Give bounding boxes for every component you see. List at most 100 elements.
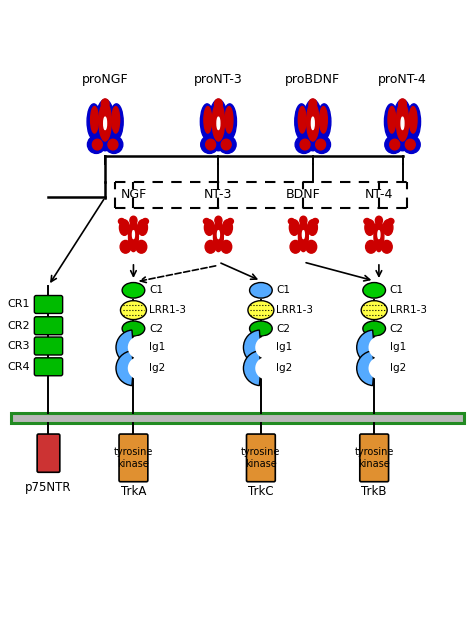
Ellipse shape (128, 220, 138, 252)
Ellipse shape (319, 107, 328, 133)
Ellipse shape (308, 220, 318, 236)
Ellipse shape (409, 107, 417, 133)
Ellipse shape (250, 282, 272, 298)
Ellipse shape (87, 104, 100, 139)
Ellipse shape (204, 107, 212, 133)
Ellipse shape (87, 135, 105, 153)
Ellipse shape (363, 282, 385, 298)
Ellipse shape (402, 135, 420, 153)
Text: C2: C2 (276, 324, 291, 334)
Ellipse shape (298, 107, 306, 133)
Ellipse shape (250, 321, 272, 336)
Ellipse shape (215, 216, 222, 225)
Text: C1: C1 (276, 285, 291, 295)
Ellipse shape (221, 139, 231, 150)
Text: LRR1-3: LRR1-3 (149, 305, 186, 315)
Text: tyrosine
kinase: tyrosine kinase (355, 447, 394, 469)
Text: p75NTR: p75NTR (25, 482, 72, 494)
Ellipse shape (374, 220, 384, 252)
Ellipse shape (375, 216, 383, 225)
Ellipse shape (222, 220, 232, 236)
Text: Ig2: Ig2 (390, 363, 406, 373)
Text: NGF: NGF (120, 187, 146, 201)
Text: Ig2: Ig2 (276, 363, 293, 373)
Ellipse shape (318, 104, 331, 139)
Ellipse shape (393, 100, 412, 151)
Ellipse shape (388, 218, 394, 224)
Ellipse shape (311, 117, 314, 130)
Ellipse shape (405, 139, 415, 150)
Ellipse shape (112, 107, 119, 133)
FancyBboxPatch shape (119, 434, 148, 482)
Ellipse shape (288, 218, 295, 224)
Ellipse shape (99, 102, 111, 141)
Wedge shape (368, 336, 380, 359)
Text: C1: C1 (390, 285, 404, 295)
Ellipse shape (136, 240, 147, 253)
Text: CR4: CR4 (7, 362, 29, 372)
Ellipse shape (120, 300, 146, 320)
Text: LRR1-3: LRR1-3 (276, 305, 313, 315)
Ellipse shape (104, 117, 107, 130)
Ellipse shape (206, 139, 216, 150)
Text: C1: C1 (149, 285, 163, 295)
Wedge shape (244, 330, 261, 365)
FancyBboxPatch shape (360, 434, 389, 482)
Ellipse shape (363, 321, 385, 336)
Ellipse shape (137, 220, 147, 236)
Ellipse shape (388, 107, 396, 133)
Ellipse shape (217, 117, 220, 130)
Ellipse shape (302, 230, 304, 239)
Ellipse shape (213, 220, 223, 252)
Wedge shape (128, 336, 139, 359)
Text: C2: C2 (149, 324, 163, 334)
Wedge shape (116, 330, 134, 365)
Ellipse shape (307, 102, 319, 141)
Ellipse shape (108, 139, 118, 150)
Text: TrkA: TrkA (121, 485, 146, 498)
Ellipse shape (295, 135, 313, 153)
Ellipse shape (365, 240, 376, 253)
Ellipse shape (201, 104, 214, 139)
Ellipse shape (205, 240, 216, 253)
Ellipse shape (313, 135, 330, 153)
Ellipse shape (223, 104, 237, 139)
Ellipse shape (119, 220, 129, 236)
Ellipse shape (396, 102, 409, 141)
Ellipse shape (385, 135, 402, 153)
Ellipse shape (209, 100, 228, 151)
Wedge shape (116, 351, 134, 386)
Ellipse shape (290, 240, 301, 253)
Text: CR1: CR1 (7, 299, 29, 309)
Text: CR2: CR2 (7, 321, 29, 331)
Ellipse shape (300, 139, 310, 150)
Text: proNT-3: proNT-3 (194, 73, 243, 87)
Text: LRR1-3: LRR1-3 (390, 305, 427, 315)
Ellipse shape (212, 102, 225, 141)
Ellipse shape (295, 104, 308, 139)
Text: C2: C2 (390, 324, 404, 334)
Text: TrkB: TrkB (362, 485, 387, 498)
Wedge shape (244, 351, 261, 386)
Text: Ig1: Ig1 (149, 342, 165, 352)
Ellipse shape (378, 230, 380, 239)
Ellipse shape (225, 107, 233, 133)
Text: TrkC: TrkC (248, 485, 273, 498)
Ellipse shape (92, 139, 102, 150)
Bar (11, 413, 464, 423)
Text: proBDNF: proBDNF (285, 73, 340, 87)
Ellipse shape (95, 100, 115, 151)
Ellipse shape (384, 104, 398, 139)
Text: Ig1: Ig1 (390, 342, 406, 352)
Ellipse shape (219, 135, 236, 153)
Ellipse shape (365, 220, 375, 236)
Text: proNGF: proNGF (82, 73, 128, 87)
Ellipse shape (300, 216, 307, 225)
Wedge shape (255, 357, 266, 379)
Ellipse shape (201, 135, 219, 153)
Ellipse shape (399, 99, 406, 109)
Ellipse shape (383, 220, 393, 236)
Ellipse shape (312, 218, 319, 224)
Ellipse shape (91, 107, 99, 133)
Ellipse shape (390, 139, 400, 150)
